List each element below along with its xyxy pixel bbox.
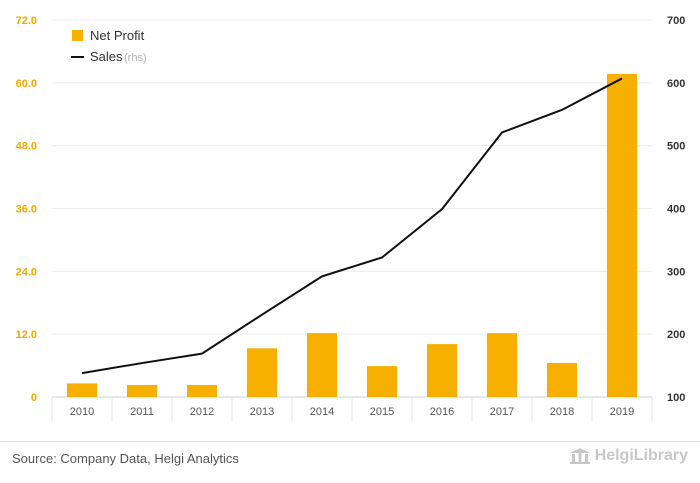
x-tick-label: 2017	[490, 406, 514, 418]
x-tick-label: 2014	[310, 406, 334, 418]
bar-net-profit-2017	[487, 333, 517, 397]
gridlines	[52, 19, 652, 398]
bar-net-profit-2010	[67, 383, 97, 397]
x-tick-label: 2013	[250, 406, 274, 418]
legend-label-sales: Sales	[90, 49, 123, 64]
legend: Net Profit Sales (rhs)	[71, 28, 147, 64]
left-tick-label: 36.0	[16, 204, 37, 216]
x-tick-label: 2012	[190, 406, 214, 418]
chart: 0 12.0 24.0 36.0 48.0 60.0 72.0 100 200 300 400 50…	[16, 15, 685, 422]
net-profit-bars	[67, 73, 637, 397]
x-tick-label: 2010	[70, 406, 94, 418]
x-category-separators	[51, 397, 653, 422]
right-tick-label: 700	[667, 15, 685, 27]
bar-net-profit-2018	[547, 362, 577, 397]
bar-net-profit-2014	[307, 333, 337, 397]
left-tick-label: 24.0	[16, 266, 37, 278]
left-axis-ticks: 0 12.0 24.0 36.0 48.0 60.0 72.0	[16, 15, 37, 404]
x-tick-label: 2015	[370, 406, 394, 418]
right-tick-label: 100	[667, 392, 685, 404]
sales-line-path	[81, 77, 623, 375]
right-tick-label: 400	[667, 204, 685, 216]
left-tick-label: 72.0	[16, 15, 37, 27]
left-tick-label: 12.0	[16, 329, 37, 341]
right-tick-label: 300	[667, 266, 685, 278]
bar-net-profit-2015	[367, 366, 397, 397]
footer-divider	[0, 441, 700, 442]
left-tick-label: 60.0	[16, 78, 37, 90]
x-tick-label: 2019	[610, 406, 634, 418]
x-axis-ticks: 2010 2011 2012 2013 2014 2015 2016 2017 2018 2019	[70, 406, 634, 418]
legend-swatch-net-profit	[72, 30, 83, 41]
x-tick-label: 2016	[430, 406, 454, 418]
bar-net-profit-2011	[127, 384, 157, 397]
bar-net-profit-2019	[607, 73, 637, 397]
legend-label-net-profit: Net Profit	[90, 28, 145, 43]
brand-name: HelgiLibrary	[594, 447, 688, 464]
x-tick-label: 2011	[130, 406, 154, 418]
source-note: Source: Company Data, Helgi Analytics	[12, 451, 239, 466]
helgi-library-logo: HelgiLibrary	[569, 447, 688, 465]
bar-net-profit-2013	[247, 348, 277, 397]
right-axis-ticks: 100 200 300 400 500 600 700	[667, 15, 685, 404]
x-tick-label: 2018	[550, 406, 574, 418]
right-tick-label: 200	[667, 329, 685, 341]
right-tick-label: 600	[667, 78, 685, 90]
left-tick-label: 48.0	[16, 141, 37, 153]
left-tick-label: 0	[31, 392, 37, 404]
sales-line	[81, 77, 623, 375]
right-tick-label: 500	[667, 141, 685, 153]
library-building-icon	[569, 448, 590, 464]
bar-net-profit-2016	[427, 344, 457, 397]
legend-label-sales-suffix: (rhs)	[124, 52, 147, 64]
bar-net-profit-2012	[187, 384, 217, 397]
